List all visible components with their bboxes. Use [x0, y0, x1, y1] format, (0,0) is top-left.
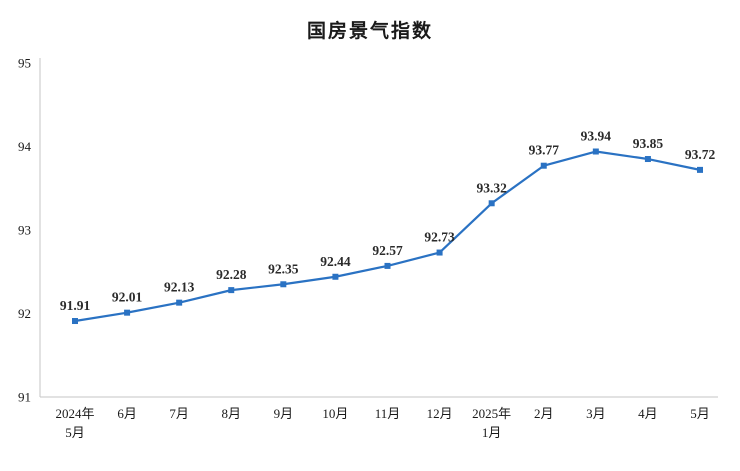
data-point-label: 92.73: [424, 230, 455, 245]
data-point-label: 92.28: [216, 267, 247, 282]
x-axis-label: 4月: [638, 406, 658, 421]
data-point-label: 92.35: [268, 261, 299, 276]
data-point-marker: [644, 156, 651, 163]
x-axis-label: 2月: [534, 406, 554, 421]
data-point-marker: [72, 318, 78, 325]
data-point-marker: [592, 148, 599, 155]
data-point-marker: [436, 249, 443, 256]
y-tick-label: 95: [18, 56, 31, 71]
data-point-label: 93.77: [529, 143, 560, 158]
data-point-marker: [384, 262, 391, 269]
data-point-label: 93.32: [476, 180, 507, 195]
line-chart: 91 92 93 94 95 2024年 5月 6月 7月 8月 9月 10月 11月 12月 2025年 1…: [18, 56, 718, 440]
chart-title: 国房景气指数: [306, 21, 433, 42]
y-tick-label: 94: [18, 139, 32, 154]
data-point-marker: [176, 299, 183, 306]
x-axis-label: 8月: [221, 406, 241, 421]
x-axis-label: 3月: [586, 406, 606, 421]
y-tick-label: 91: [18, 390, 31, 405]
data-point-marker: [280, 281, 287, 288]
data-point-label: 91.91: [60, 298, 91, 313]
data-point-label: 92.57: [372, 243, 403, 258]
data-point-marker: [697, 166, 703, 173]
data-point-marker: [332, 273, 339, 280]
data-point-marker: [540, 162, 547, 169]
data-point-label: 92.01: [112, 290, 143, 305]
index-line: [74, 150, 701, 323]
data-point-label: 92.44: [320, 254, 351, 269]
data-point-label: 92.13: [164, 280, 195, 295]
x-axis-label: 10月: [322, 406, 348, 421]
x-axis-label: 9月: [274, 406, 294, 421]
data-point-marker: [228, 287, 235, 294]
x-axis-label: 2025年 1月: [472, 406, 511, 440]
x-axis-label: 2024年 5月: [55, 406, 94, 440]
x-axis-label: 5月: [690, 406, 710, 421]
y-tick-label: 92: [18, 306, 31, 321]
data-point-marker: [124, 309, 131, 316]
y-tick-label: 93: [18, 223, 31, 238]
data-point-label: 93.85: [633, 136, 664, 151]
x-axis-label: 7月: [169, 406, 189, 421]
x-axis-label: 11月: [375, 406, 401, 421]
data-point-marker: [488, 200, 495, 207]
x-axis-label: 6月: [117, 406, 137, 421]
data-point-label: 93.72: [685, 147, 716, 162]
data-point-label: 93.94: [581, 129, 612, 144]
x-axis-label: 12月: [427, 406, 453, 421]
